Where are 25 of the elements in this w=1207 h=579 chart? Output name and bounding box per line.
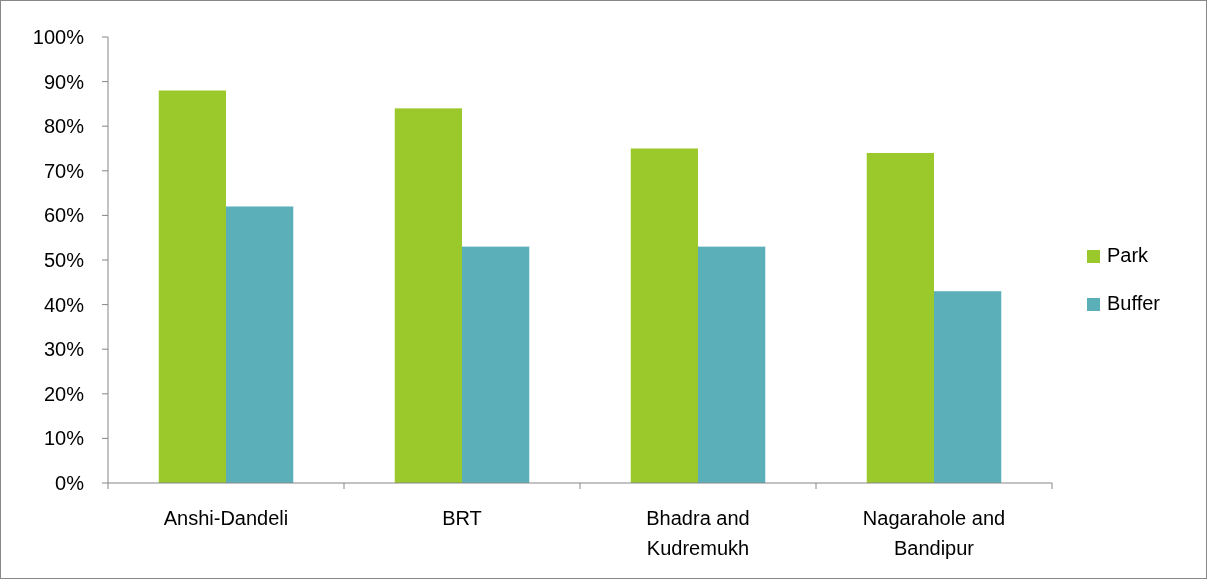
y-tick-label: 40% (43, 293, 85, 316)
legend-label: Park (1107, 244, 1150, 266)
y-tick-label: 30% (43, 338, 85, 361)
x-tick-label: Bhadra and Kudremukh (646, 507, 750, 559)
y-tick-label: 80% (43, 115, 85, 138)
y-tick-label: 20% (43, 382, 85, 405)
y-tick-label: 10% (43, 427, 85, 450)
bar (226, 206, 294, 483)
bar (394, 108, 462, 483)
y-tick-label: 60% (43, 204, 85, 227)
x-tick-label: Anshi-Dandeli (163, 507, 289, 529)
y-tick-label: 50% (43, 249, 85, 271)
bar (158, 90, 226, 483)
y-tick-label: 70% (43, 159, 85, 182)
bar (462, 246, 530, 483)
bar (630, 148, 698, 483)
bar (866, 152, 934, 483)
y-tick-label: 0% (55, 472, 85, 494)
x-tick-label: BRT (442, 507, 482, 529)
x-tick-label: Nagarahole and Bandipur (862, 507, 1006, 559)
y-tick-label: 100% (32, 26, 85, 48)
legend-label: Buffer (1107, 292, 1161, 314)
bar (698, 246, 766, 483)
bar (934, 291, 1002, 483)
y-tick-label: 90% (43, 70, 85, 93)
